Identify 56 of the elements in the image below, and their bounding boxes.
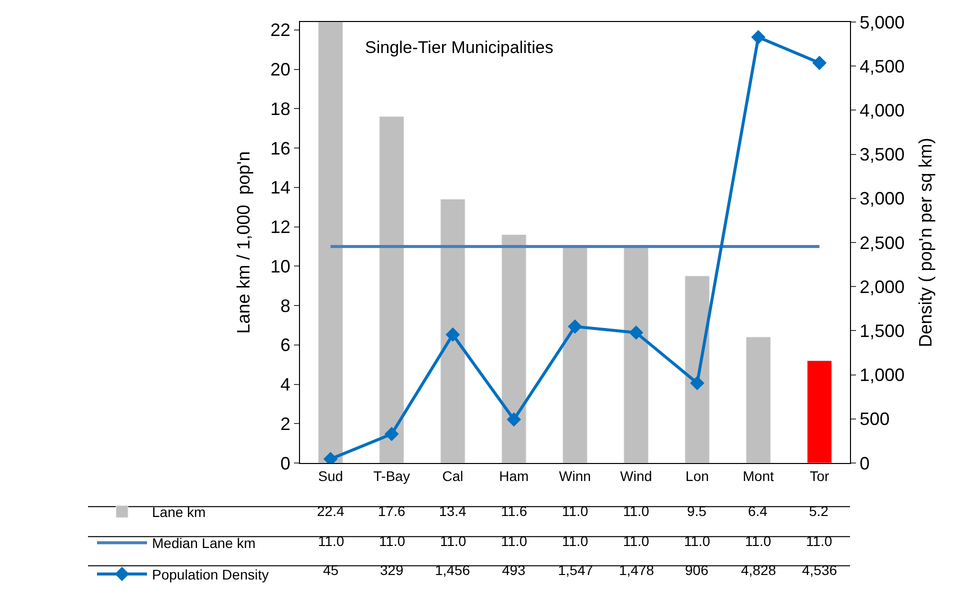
y-tick-label: 14 [270,178,290,198]
x-tick-label: Wind [620,468,652,484]
legend-label: Population Density [152,566,269,582]
bar [440,198,466,463]
y2-tick-label: 0 [860,453,870,474]
y-tick-label: 12 [270,217,290,238]
legend-label: Median Lane km [152,535,256,552]
bar [806,360,832,463]
y2-tick-label: 5,000 [860,12,905,32]
y2-tick-label: 1,000 [860,365,905,386]
x-tick-label: Tor [810,468,830,484]
point [384,426,399,442]
y2-tick-label: 2,500 [860,232,905,253]
y2-tick-label: 1,500 [860,321,905,341]
point [628,325,644,340]
bar [379,116,404,463]
text: Single-Tier Municipalities [365,38,554,57]
point [751,30,766,44]
point [690,376,704,390]
y-tick-label: 10 [270,256,290,276]
y-tick-label: 4 [280,374,290,395]
y-tick-label: 18 [270,98,290,119]
bar [318,22,344,463]
point [506,412,522,427]
bar [562,246,588,463]
y2-tick-label: 4,000 [860,100,905,120]
bar [624,246,649,463]
y-tick-label: 20 [270,60,290,80]
y2-tick-label: 3,000 [860,188,905,209]
y-tick-label: 16 [270,138,290,158]
x-tick-label: Ham [499,468,529,484]
bar [684,276,710,463]
y-tick-label: 6 [280,335,290,356]
y-tick-label: 22 [270,20,290,40]
bar [501,234,526,463]
y2-axis-title: Density ( pop'n per sq km) [916,138,936,348]
point [446,327,460,342]
y2-tick-label: 500 [860,409,890,430]
x-tick-label: T-Bay [373,468,410,484]
legend-label: Lane km [152,504,206,520]
y-tick-label: 2 [280,414,290,434]
y-tick-label: 0 [280,453,290,474]
data-label: 6.4 [748,503,768,519]
point [812,56,827,70]
point [568,319,582,334]
y-tick-label: 8 [280,296,290,316]
x-tick-label: Winn [559,468,591,484]
x-tick-label: Sud [318,468,344,484]
bar [746,336,771,463]
y2-tick-label: 2,000 [860,276,905,297]
y-axis-title: Lane km / 1,000 pop'n [234,151,254,334]
x-tick-label: Lon [686,468,709,484]
x-tick-label: Cal [442,468,464,484]
x-tick-label: Mont [742,468,774,484]
y2-tick-label: 4,500 [860,56,905,76]
y2-tick-label: 3,500 [860,144,905,165]
